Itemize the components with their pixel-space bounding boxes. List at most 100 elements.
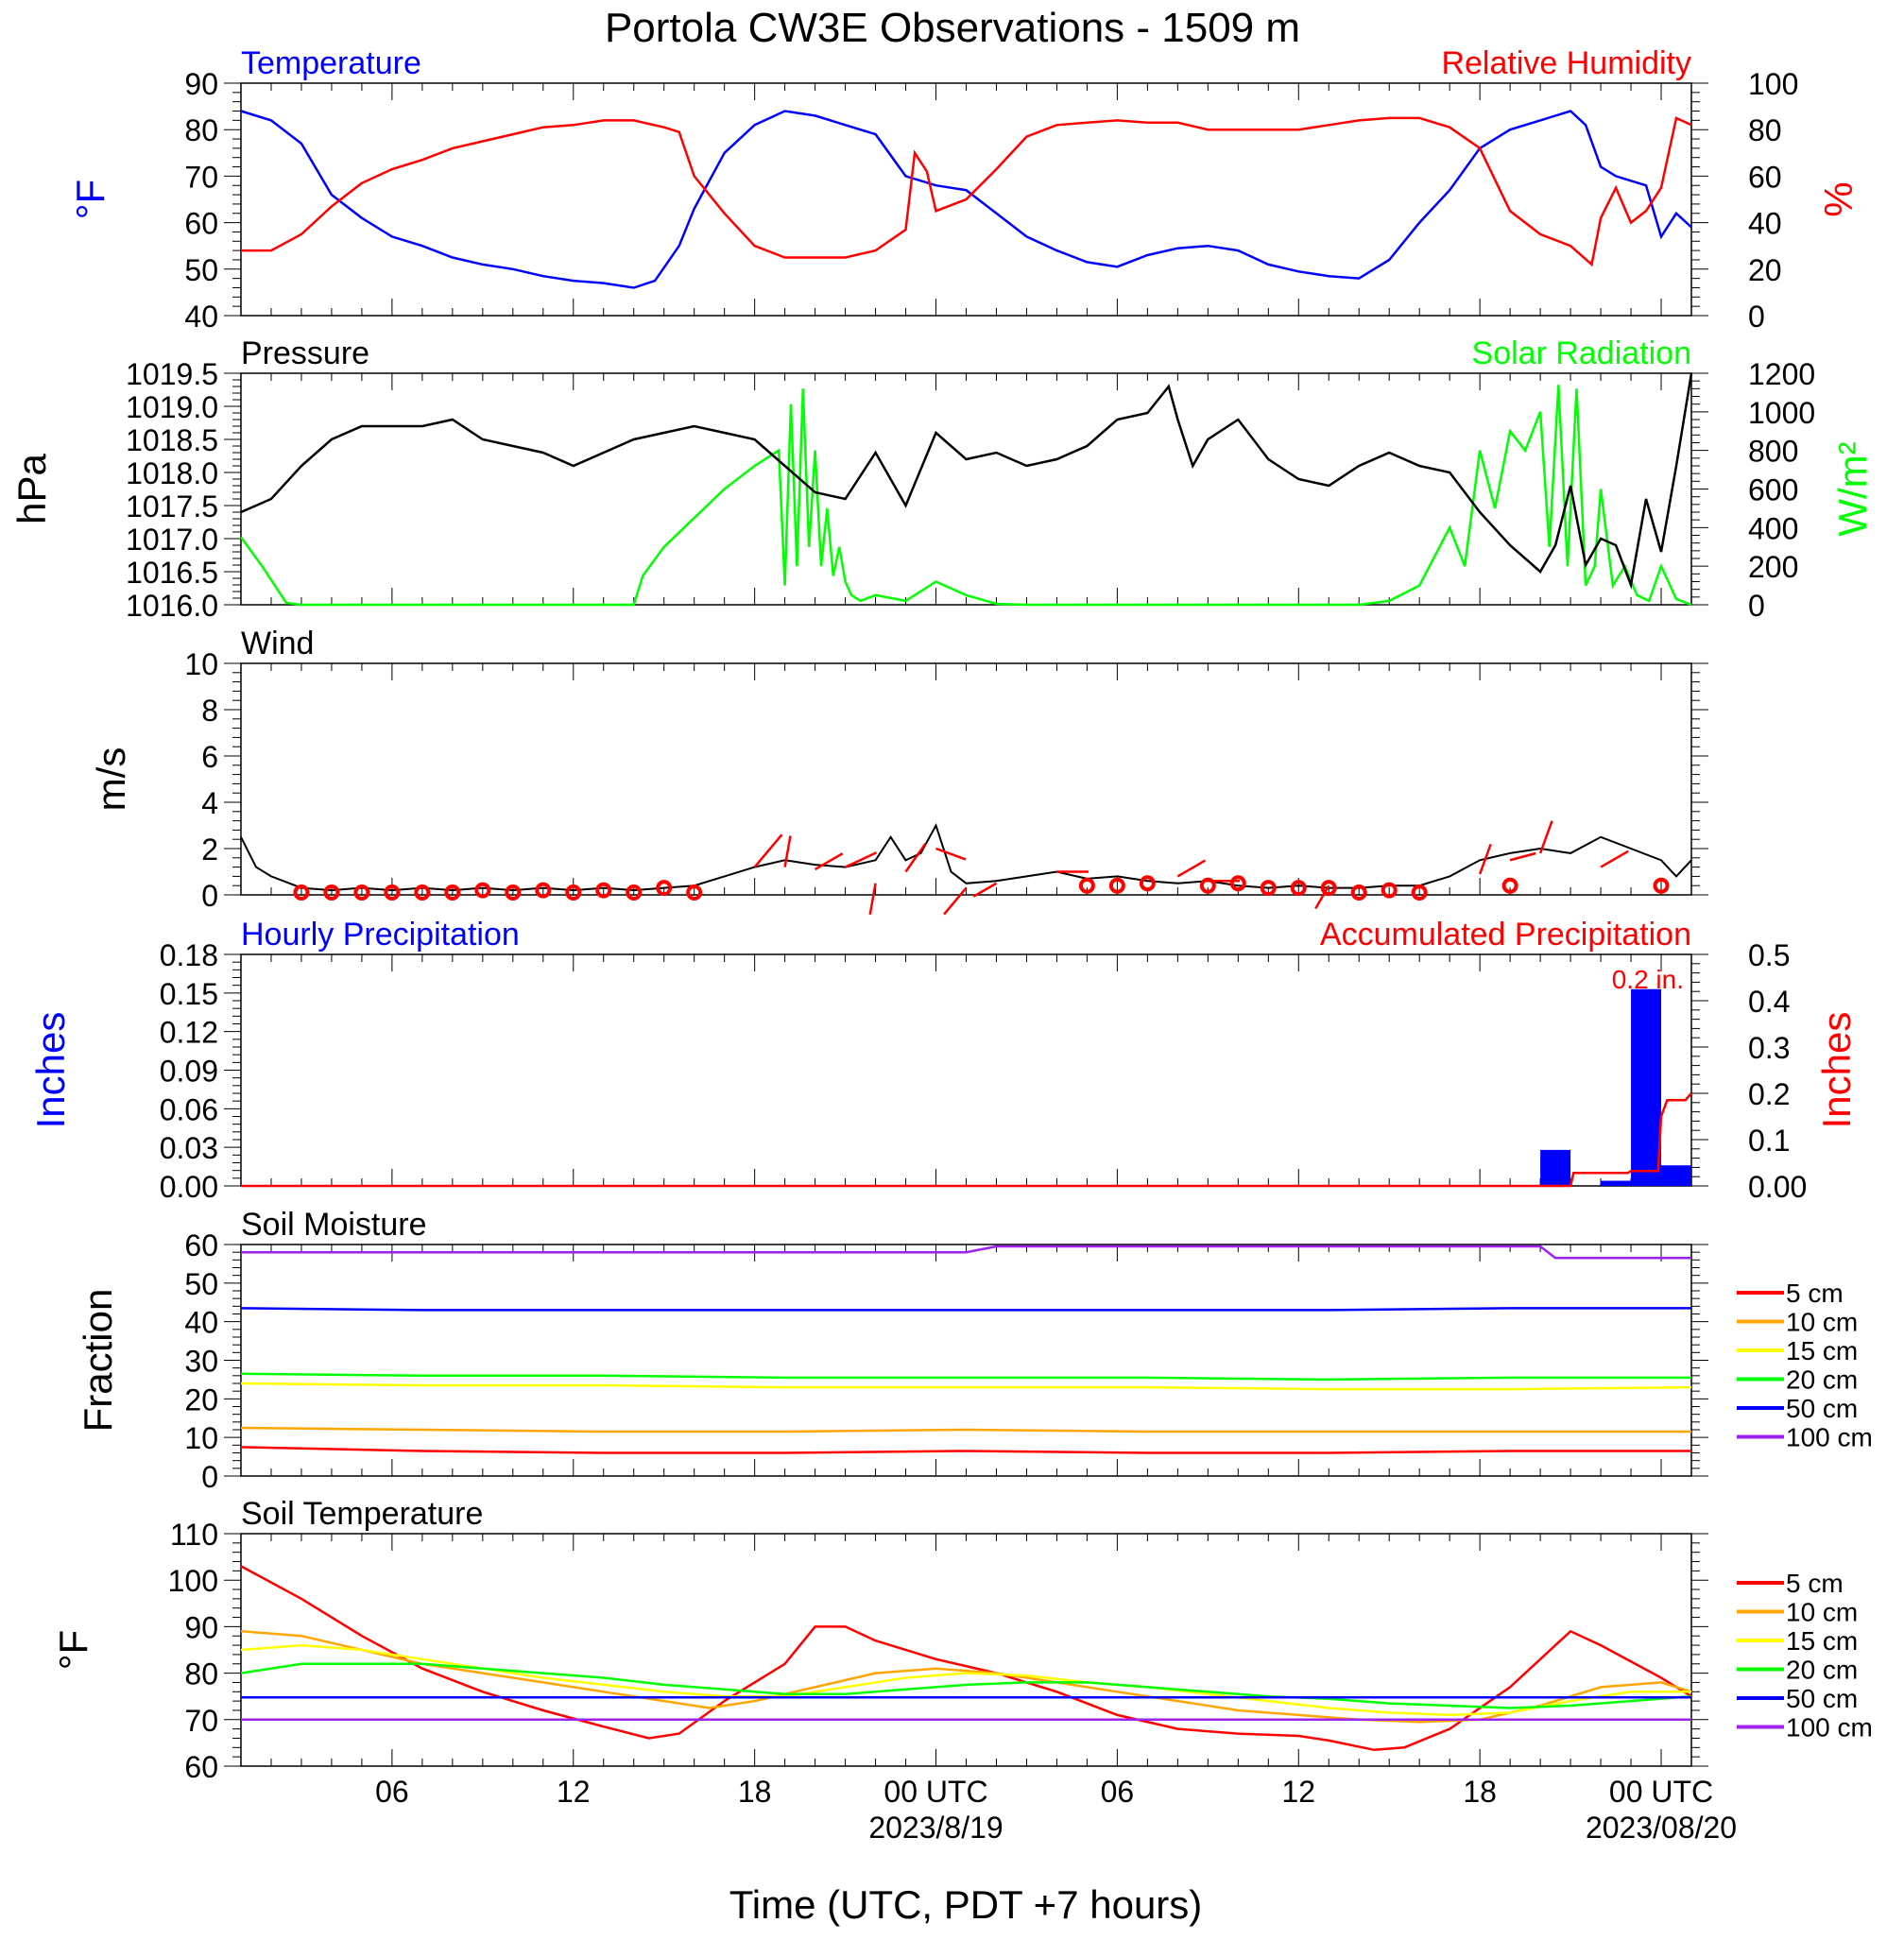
panel-title-left: Soil Moisture (241, 1207, 427, 1243)
y-tick-label-left: 1017.5 (126, 489, 218, 524)
calm-wind-marker (505, 884, 522, 901)
panel-title-left: Pressure (241, 335, 369, 371)
hourly-precip-bar (1601, 1180, 1632, 1186)
wind-barb (935, 847, 967, 861)
y-tick-label-right: 0.4 (1748, 985, 1790, 1019)
panel-title-left: Wind (241, 626, 314, 661)
wind-barb (1314, 884, 1330, 910)
y-tick-label-left: 1016.0 (126, 589, 218, 623)
calm-wind-marker (414, 884, 431, 901)
y-tick-label-left: 0.12 (160, 1016, 218, 1050)
y-tick-label-left: 0.09 (160, 1055, 218, 1089)
calm-wind-marker (1411, 884, 1428, 901)
y-tick-label-left: 0 (201, 879, 218, 913)
legend-label: 20 cm (1786, 1656, 1858, 1685)
x-tick-label: 06 (1101, 1775, 1135, 1809)
y-tick-label-left: 4 (201, 786, 218, 820)
plot-frame (240, 953, 1692, 1187)
panel-title-right: Solar Radiation (1472, 335, 1691, 371)
y-tick-label-left: 1017.0 (126, 523, 218, 557)
wind-speed-line (240, 822, 1692, 892)
wind-barb (845, 851, 878, 868)
y-tick-label-right: 0 (1748, 589, 1765, 623)
y-tick-label-left: 0.03 (160, 1131, 218, 1165)
wind-barb (943, 886, 968, 916)
y-tick-label-right: 60 (1748, 160, 1782, 194)
y-axis-label-left: hPa (9, 453, 54, 524)
y-tick-label-right: 400 (1748, 511, 1798, 545)
hourly-precip-bar (1661, 1165, 1691, 1186)
y-tick-label-left: 50 (184, 253, 218, 287)
panel-title-right: Accumulated Precipitation (1320, 917, 1691, 953)
soil-series-line (240, 1446, 1691, 1454)
wind-barb (1600, 850, 1629, 868)
y-tick-label-left: 6 (201, 740, 218, 774)
y-tick-label-left: 80 (184, 113, 218, 147)
hourly-precip-bar (1540, 1149, 1571, 1186)
plot-frame (240, 1533, 1692, 1767)
legend-label: 5 cm (1786, 1569, 1844, 1598)
calm-wind-marker (1229, 875, 1246, 892)
x-tick-label: 18 (738, 1775, 772, 1809)
y-tick-label-right: 80 (1748, 113, 1782, 147)
legend-label: 20 cm (1786, 1365, 1858, 1395)
calm-wind-marker (1653, 877, 1670, 894)
calm-wind-marker (474, 882, 491, 899)
y-tick-label-right: 0.3 (1748, 1031, 1790, 1065)
y-tick-label-left: 0.15 (160, 977, 218, 1011)
calm-wind-marker (353, 884, 370, 901)
calm-wind-marker (444, 884, 461, 901)
wind-barb (783, 835, 792, 867)
y-axis-label-right: % (1816, 181, 1861, 216)
y-tick-label-left: 1018.0 (126, 456, 218, 490)
y-axis-label-left: °F (68, 180, 112, 219)
y-tick-label-left: 0.00 (160, 1170, 218, 1204)
legend-label: 15 cm (1786, 1626, 1858, 1656)
panel-wind: 0 2 4 6 8 10 Wind m/s (89, 626, 1708, 916)
wind-barb (753, 833, 783, 868)
legend-label: 50 cm (1786, 1394, 1858, 1423)
y-tick-label-left: 2 (201, 833, 218, 867)
calm-wind-marker (1350, 884, 1367, 901)
y-tick-label-right: 0 (1748, 300, 1765, 334)
panel-soil-temperature: 60 70 80 90 100 110 Soil Temperature °F (51, 1496, 1708, 1784)
y-tick-label-right: 0.2 (1748, 1077, 1790, 1111)
calm-wind-marker (384, 884, 401, 901)
calm-wind-marker (656, 880, 673, 897)
y-axis-label-left: Fraction (76, 1289, 120, 1433)
hourly-precip-bar (1631, 988, 1662, 1186)
accumulated-precip-line (241, 1092, 1692, 1188)
y-tick-label-left: 0 (201, 1460, 218, 1494)
calm-wind-marker (1320, 880, 1337, 897)
plot-frame (240, 1244, 1692, 1477)
y-tick-label-right: 600 (1748, 473, 1798, 507)
y-tick-label-right: 20 (1748, 253, 1782, 287)
x-date-label: 2023/08/20 (1586, 1811, 1737, 1845)
soil-series-line (240, 1382, 1692, 1391)
soil-series-line (240, 1307, 1691, 1312)
calm-wind-marker (595, 882, 612, 899)
y-tick-label-left: 1019.0 (126, 390, 218, 424)
y-tick-label-left: 70 (184, 160, 218, 194)
y-axis-label-right: W/m² (1830, 441, 1875, 536)
calm-wind-marker (1078, 877, 1095, 894)
y-tick-label-left: 10 (184, 647, 218, 681)
y-tick-label-left: 80 (184, 1657, 218, 1691)
calm-wind-marker (1108, 877, 1125, 894)
x-tick-label: 00 UTC (883, 1775, 987, 1809)
y-tick-label-right: 0.00 (1748, 1170, 1807, 1204)
y-tick-label-right: 1000 (1748, 396, 1815, 430)
y-tick-label-right: 40 (1748, 207, 1782, 241)
calm-wind-marker (626, 884, 643, 901)
panel-title-left: Hourly Precipitation (241, 917, 520, 953)
plot-frame (240, 662, 1692, 896)
wind-barb (1538, 820, 1553, 854)
x-axis-label: Time (UTC, PDT +7 hours) (729, 1882, 1203, 1927)
calm-wind-marker (1501, 877, 1518, 894)
legend-label: 100 cm (1786, 1713, 1873, 1743)
y-tick-label-left: 50 (184, 1267, 218, 1301)
y-tick-label-left: 40 (184, 300, 218, 334)
panel-temperature-humidity: 40 50 60 70 80 90 0 20 40 60 80 100 Temperature Relat… (68, 45, 1861, 334)
y-tick-label-right: 1200 (1748, 357, 1815, 391)
